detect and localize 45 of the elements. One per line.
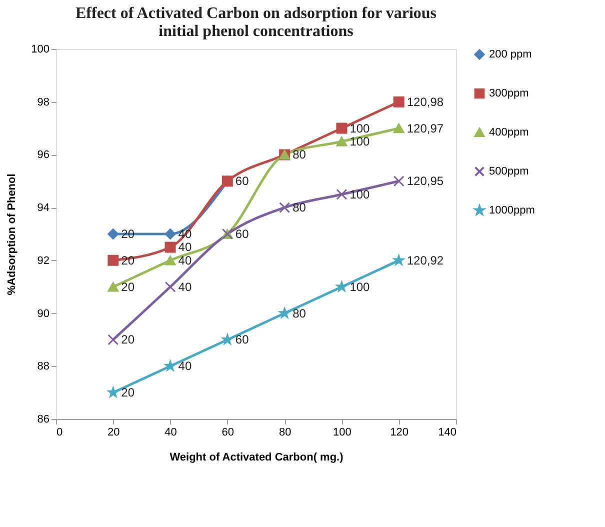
annotation: 120,95 bbox=[406, 174, 444, 188]
annotation: 40 bbox=[178, 359, 192, 374]
x-tick-label: 140 bbox=[438, 426, 456, 438]
annotation: 20 bbox=[121, 332, 135, 347]
y-tick-label: 98 bbox=[37, 96, 50, 108]
y-tick-label: 94 bbox=[37, 202, 50, 214]
annotation: 80 bbox=[292, 200, 306, 215]
annotation: 80 bbox=[292, 306, 306, 320]
y-tick-label: 100 bbox=[31, 44, 50, 56]
x-tick-label: 100 bbox=[333, 426, 352, 438]
annotation: 60 bbox=[235, 174, 250, 188]
y-tick-label: 90 bbox=[37, 308, 50, 320]
x-tick-label: 120 bbox=[390, 426, 409, 438]
annotation: 60 bbox=[235, 227, 250, 241]
legend-label: 400ppm bbox=[489, 126, 529, 138]
x-axis-title: Weight of Activated Carbon( mg.) bbox=[170, 452, 344, 464]
annotation: 120,98 bbox=[406, 94, 444, 109]
legend-label: 200 ppm bbox=[489, 48, 532, 60]
annotation: 120,97 bbox=[406, 121, 444, 136]
annotation: 100 bbox=[350, 121, 370, 136]
y-tick-label: 92 bbox=[37, 254, 50, 267]
legend-label: 1000ppm bbox=[489, 204, 535, 216]
legend-label: 300ppm bbox=[489, 88, 529, 100]
annotation: 40 bbox=[178, 240, 192, 254]
legend-label: 500ppm bbox=[489, 166, 529, 178]
annotation: 80 bbox=[292, 148, 306, 162]
x-tick-label: 20 bbox=[108, 426, 120, 438]
annotation: 20 bbox=[121, 386, 135, 400]
x-tick-label: 60 bbox=[222, 426, 234, 438]
annotation: 60 bbox=[235, 332, 250, 347]
y-tick-label: 96 bbox=[37, 149, 50, 162]
x-tick-label: 0 bbox=[56, 426, 63, 438]
annotation: 100 bbox=[350, 280, 370, 294]
annotation: 20 bbox=[121, 280, 135, 294]
annotation: 40 bbox=[178, 253, 192, 268]
x-tick-label: 80 bbox=[278, 426, 292, 438]
y-tick-label: 86 bbox=[37, 414, 50, 426]
chart-title: Effect of Activated Carbon on adsorption for various initial phenol concentrations bbox=[75, 5, 437, 40]
x-tick-label: 40 bbox=[164, 426, 177, 438]
y-tick-label: 88 bbox=[37, 360, 50, 373]
annotation: 120,92 bbox=[406, 253, 444, 268]
annotation: 100 bbox=[350, 187, 370, 202]
annotation: 40 bbox=[178, 280, 192, 294]
annotation: 100 bbox=[350, 134, 370, 148]
y-axis-title: %Adsorption of Phenol bbox=[6, 174, 18, 296]
